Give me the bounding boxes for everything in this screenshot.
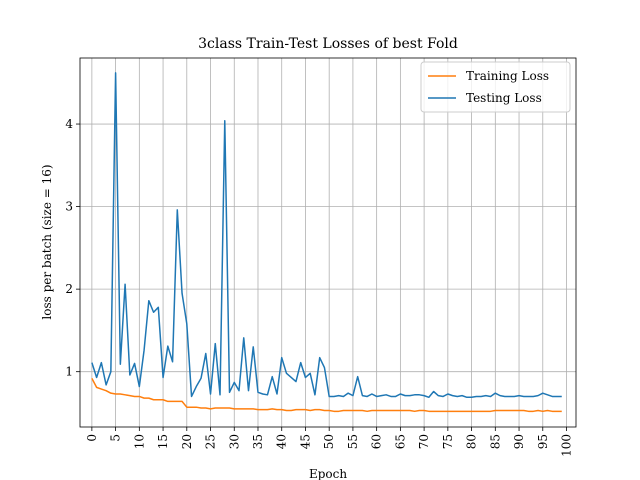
y-axis-label: loss per batch (size = 16) — [40, 164, 54, 319]
legend-box — [420, 61, 571, 113]
x-tick-label: 55 — [346, 434, 360, 449]
x-tick-label: 15 — [156, 434, 170, 449]
x-tick-label: 90 — [512, 434, 526, 449]
x-tick-label: 50 — [322, 434, 336, 449]
x-tick-label: 85 — [488, 434, 502, 449]
x-tick-label: 75 — [441, 434, 455, 449]
x-tick-label: 45 — [298, 434, 312, 449]
x-tick-label: 0 — [85, 434, 99, 442]
x-tick-label: 25 — [204, 434, 218, 449]
x-tick-label: 30 — [227, 434, 241, 449]
x-tick-label: 65 — [393, 434, 407, 449]
legend-label-testing-loss: Testing Loss — [466, 91, 542, 105]
x-tick-label: 60 — [370, 434, 384, 449]
x-axis-label: Epoch — [309, 467, 347, 480]
x-tick-label: 5 — [109, 434, 123, 442]
x-tick-label: 70 — [417, 434, 431, 449]
series-line-training-loss — [91, 377, 562, 413]
plot-frame — [79, 57, 577, 428]
chart-title: 3class Train-Test Losses of best Fold — [198, 36, 458, 52]
legend: Training Loss Testing Loss — [420, 61, 571, 113]
x-tick-label: 35 — [251, 434, 265, 449]
legend-label-training-loss: Training Loss — [466, 69, 549, 83]
y-tick-label: 1 — [65, 365, 73, 379]
x-tick-label: 20 — [180, 434, 194, 449]
y-tick-label: 4 — [65, 117, 73, 131]
x-tick-label: 95 — [536, 434, 550, 449]
y-tick-label: 2 — [65, 282, 73, 296]
y-axis: 1 2 3 4 — [65, 117, 80, 379]
x-tick-label: 40 — [275, 434, 289, 449]
x-tick-label: 100 — [560, 434, 574, 457]
x-tick-label: 10 — [132, 434, 146, 449]
series-layer — [91, 72, 562, 413]
grid — [80, 58, 576, 427]
x-tick-label: 80 — [465, 434, 479, 449]
y-tick-label: 3 — [65, 200, 73, 214]
series-line-testing-loss — [91, 72, 562, 399]
x-axis: 0 5 10 15 20 25 30 35 40 45 50 55 60 65 70 75 80 85 90 95 10… — [85, 427, 574, 457]
